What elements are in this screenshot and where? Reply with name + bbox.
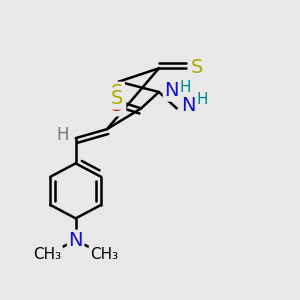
- Text: O: O: [110, 96, 125, 115]
- Text: N: N: [68, 231, 83, 250]
- Text: S: S: [191, 58, 203, 77]
- Text: H: H: [180, 80, 191, 95]
- Text: CH₃: CH₃: [90, 247, 118, 262]
- Text: H: H: [57, 125, 69, 143]
- Text: S: S: [111, 89, 124, 108]
- Text: S: S: [111, 83, 124, 102]
- Text: N: N: [182, 96, 196, 115]
- Text: H: H: [196, 92, 208, 107]
- Text: CH₃: CH₃: [33, 247, 61, 262]
- Text: N: N: [164, 81, 179, 100]
